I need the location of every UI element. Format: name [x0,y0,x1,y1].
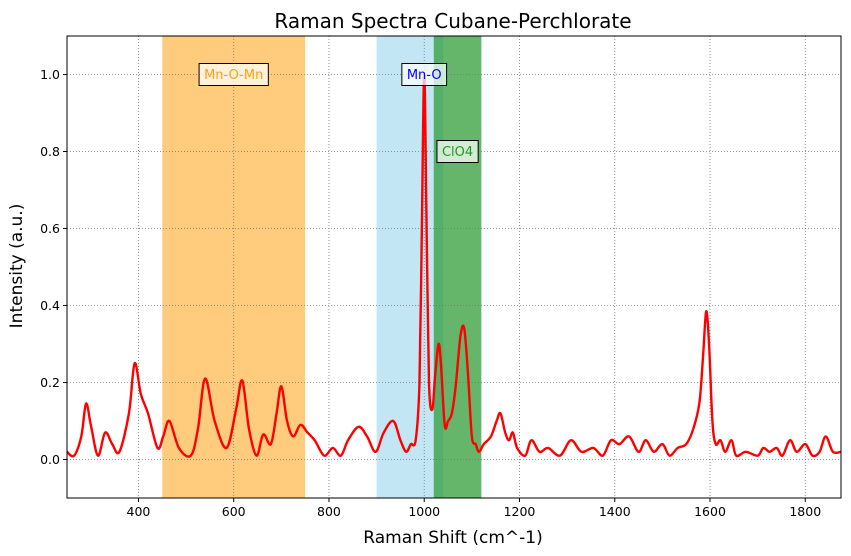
grid-lines [67,36,841,498]
y-tick-label: 0.8 [40,144,60,159]
y-tick-label: 0.2 [40,375,60,390]
annotation-clo4: ClO4 [436,140,479,163]
band-clo4 [433,36,482,498]
y-axis-label: Intensity (a.u.) [7,204,27,329]
y-tick-label: 0.0 [40,452,60,467]
highlight-bands [162,36,482,498]
annotation-box [401,63,448,86]
x-tick-label: 800 [317,504,341,519]
annotation-mn-o-mn: Mn-O-Mn [198,63,269,86]
series-layer [66,73,842,458]
band-mn-o [376,36,444,498]
x-tick-label: 1000 [408,504,440,519]
y-tick-label: 0.4 [40,298,60,313]
annotation-box [198,63,269,86]
x-axis-label: Raman Shift (cm^-1) [363,528,542,548]
annotation-label: ClO4 [442,145,473,160]
y-tick-label: 0.6 [40,221,60,236]
x-tick-label: 600 [222,504,246,519]
x-tick-label: 1400 [599,504,631,519]
chart-title: Raman Spectra Cubane-Perchlorate [274,9,631,33]
y-axis-ticks: 0.0 0.2 0.4 0.6 0.8 1.0 [40,67,67,467]
annotation-label: Mn-O [407,68,442,83]
plot-frame [66,35,842,499]
band-annotations: Mn-O-Mn Mn-O ClO4 [198,63,479,163]
x-tick-label: 400 [127,504,151,519]
x-tick-label: 1200 [504,504,536,519]
x-axis-ticks: 400 600 800 1000 1200 1400 1600 1800 [127,498,821,519]
x-tick-label: 1600 [694,504,726,519]
x-tick-label: 1800 [789,504,821,519]
y-tick-label: 1.0 [40,67,60,82]
annotation-mn-o: Mn-O [401,63,448,86]
annotation-label: Mn-O-Mn [204,68,263,83]
annotation-box [436,140,479,163]
spectrum-line [66,73,842,458]
